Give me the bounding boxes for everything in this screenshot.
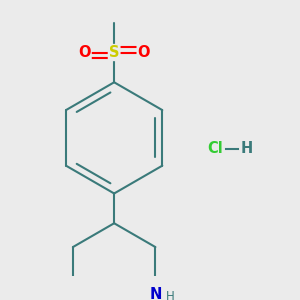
Text: H: H [166,290,175,300]
Text: Cl: Cl [207,141,223,156]
Text: O: O [78,45,91,60]
Text: N: N [149,287,162,300]
Text: H: H [240,141,253,156]
Text: O: O [138,45,150,60]
Text: S: S [109,45,119,60]
